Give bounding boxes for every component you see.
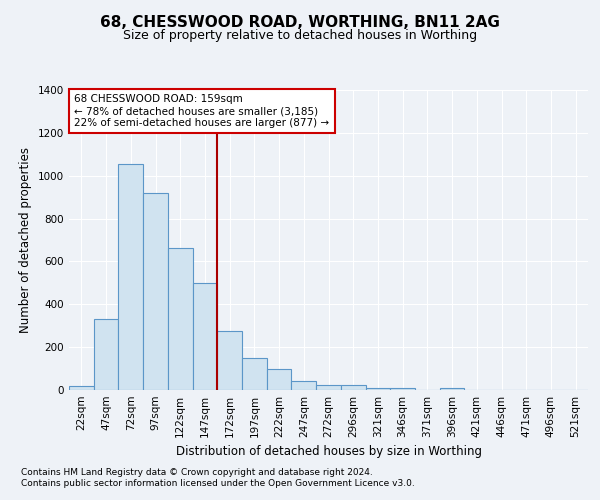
Bar <box>69 386 94 390</box>
Bar <box>267 368 292 390</box>
Bar <box>365 388 390 390</box>
Text: 68 CHESSWOOD ROAD: 159sqm
← 78% of detached houses are smaller (3,185)
22% of se: 68 CHESSWOOD ROAD: 159sqm ← 78% of detac… <box>74 94 329 128</box>
Text: Contains public sector information licensed under the Open Government Licence v3: Contains public sector information licen… <box>21 479 415 488</box>
Text: Contains HM Land Registry data © Crown copyright and database right 2024.: Contains HM Land Registry data © Crown c… <box>21 468 373 477</box>
Bar <box>94 320 118 390</box>
Bar <box>242 358 267 390</box>
X-axis label: Distribution of detached houses by size in Worthing: Distribution of detached houses by size … <box>176 446 482 458</box>
Y-axis label: Number of detached properties: Number of detached properties <box>19 147 32 333</box>
Bar <box>143 193 168 390</box>
Bar <box>193 283 217 390</box>
Text: Size of property relative to detached houses in Worthing: Size of property relative to detached ho… <box>123 28 477 42</box>
Bar <box>390 388 415 390</box>
Bar <box>118 164 143 390</box>
Text: 68, CHESSWOOD ROAD, WORTHING, BN11 2AG: 68, CHESSWOOD ROAD, WORTHING, BN11 2AG <box>100 15 500 30</box>
Bar <box>341 386 365 390</box>
Bar <box>168 248 193 390</box>
Bar <box>440 388 464 390</box>
Bar <box>316 384 341 390</box>
Bar <box>217 331 242 390</box>
Bar <box>292 382 316 390</box>
